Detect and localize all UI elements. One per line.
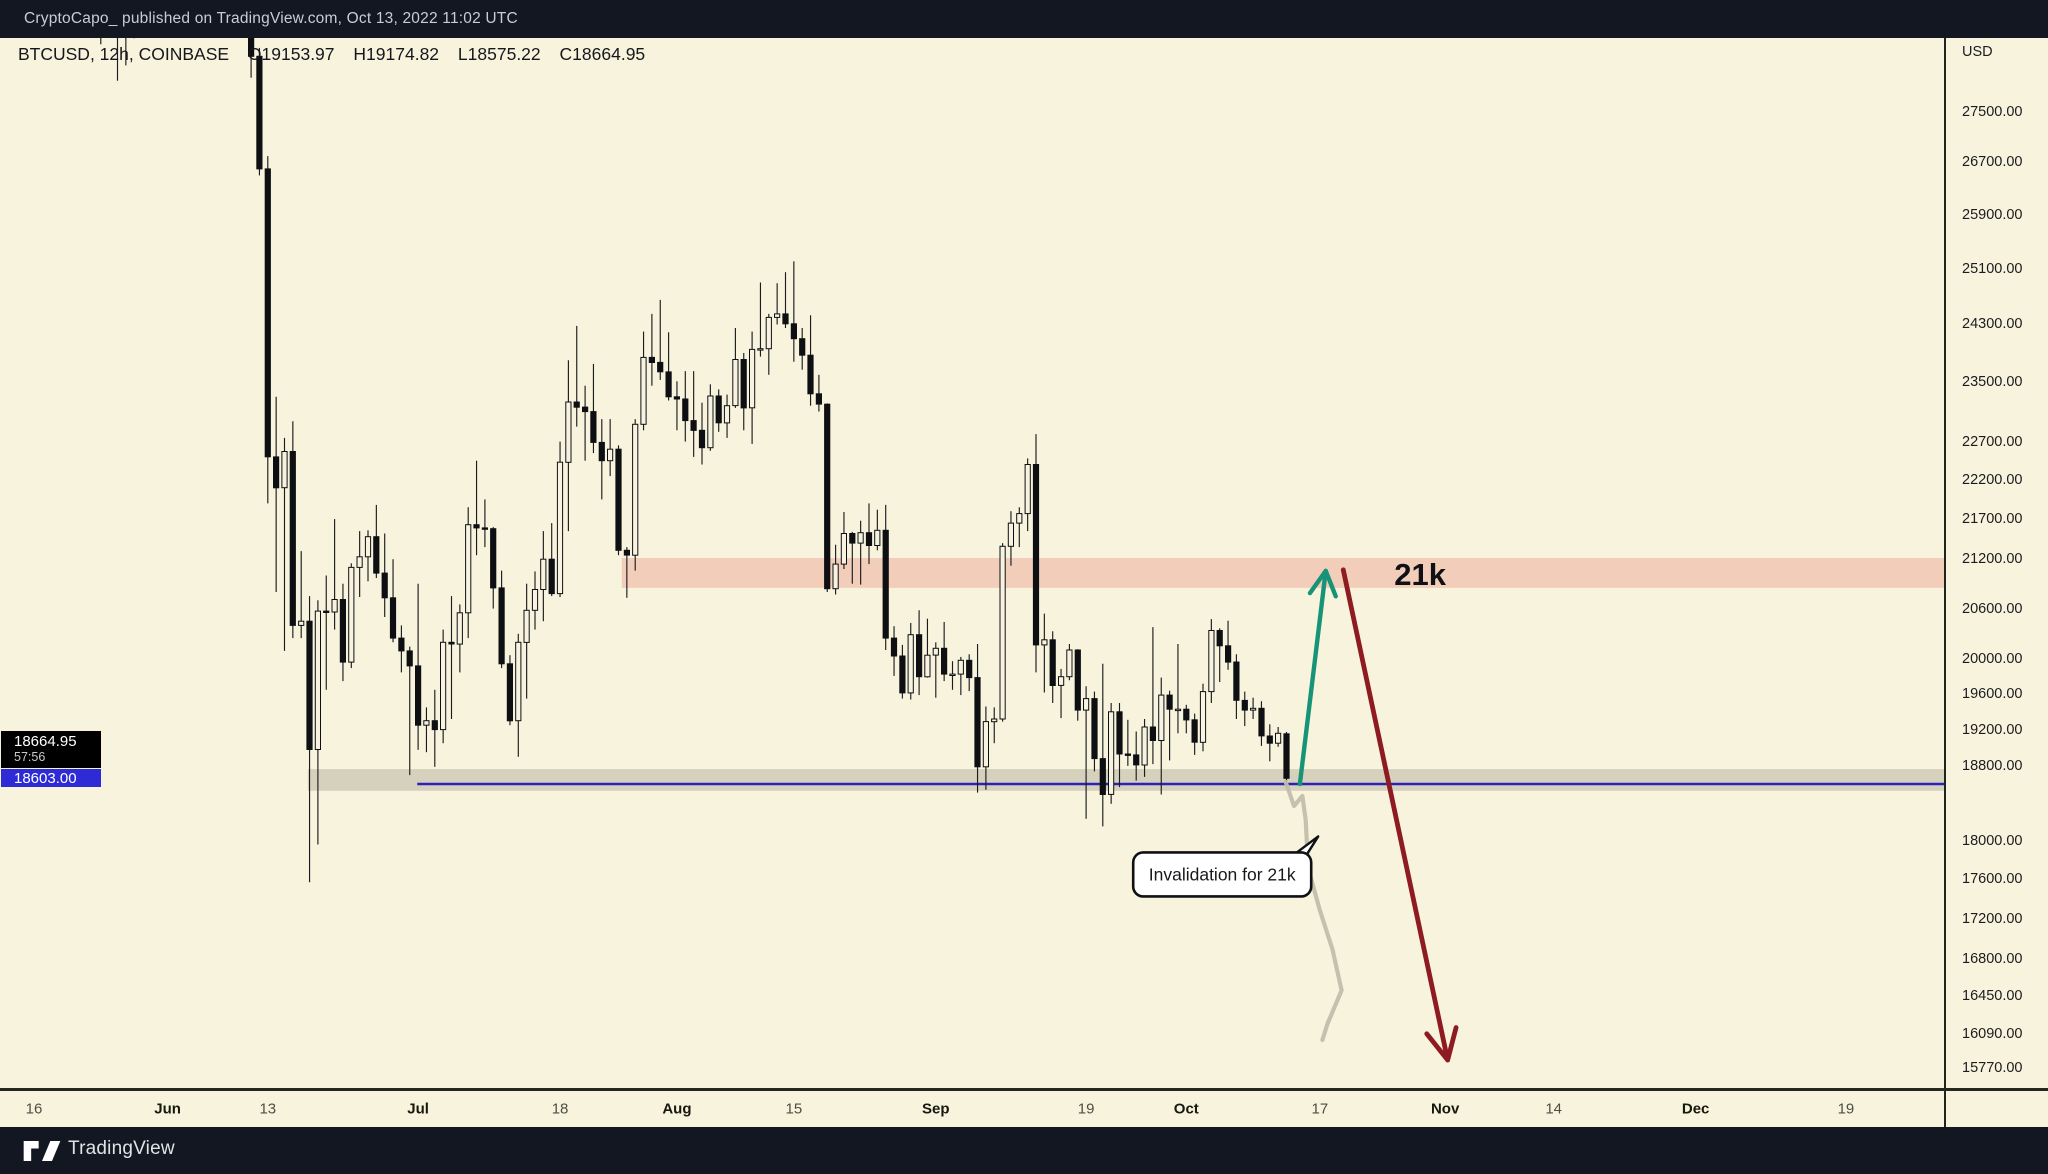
price-axis-currency: USD: [1962, 44, 1993, 60]
time-axis-day-label: 14: [1545, 1100, 1563, 1118]
candlestick-series[interactable]: [31, 38, 1290, 883]
bar-countdown: 57:56: [14, 750, 46, 764]
support-zone[interactable]: [307, 769, 1946, 791]
price-axis-label: 15770.00: [1962, 1060, 2023, 1077]
price-axis-label: 22200.00: [1962, 471, 2023, 488]
time-axis-month-label: Jul: [407, 1100, 429, 1118]
footer-bar: TradingView: [0, 1127, 2048, 1174]
tradingview-brand[interactable]: TradingView: [68, 1138, 175, 1159]
time-axis-month-label: Nov: [1430, 1100, 1460, 1118]
time-axis-month-label: Dec: [1681, 1100, 1710, 1118]
ohlc-close: C18664.95: [559, 44, 646, 64]
price-axis-label: 17200.00: [1962, 910, 2023, 927]
price-axis-label: 19600.00: [1962, 686, 2023, 703]
bullish-scenario-arrow[interactable]: [1297, 568, 1338, 787]
time-axis-month-label: Jun: [154, 1100, 181, 1118]
last-price-label: 18664.95 57:56: [1, 731, 101, 768]
time-axis-border: [0, 1088, 2048, 1091]
time-axis-day-label: 13: [259, 1100, 277, 1118]
price-axis-label: 22700.00: [1962, 433, 2023, 450]
bearish-scenario-arrow[interactable]: [1340, 567, 1459, 1063]
time-axis-day-label: 15: [785, 1100, 803, 1118]
publication-text: CryptoCapo_ published on TradingView.com…: [24, 10, 518, 27]
tradingview-logo-icon[interactable]: [22, 1139, 62, 1163]
price-axis-label: 18000.00: [1962, 832, 2023, 849]
price-axis-label: 21200.00: [1962, 551, 2023, 568]
time-axis-day-label: 17: [1311, 1100, 1329, 1118]
price-axis-label: 20600.00: [1962, 600, 2023, 617]
price-axis-label: 20000.00: [1962, 651, 2023, 668]
time-axis-month-label: Oct: [1173, 1100, 1199, 1118]
time-axis-month-label: Aug: [662, 1100, 692, 1118]
price-axis-label: 18800.00: [1962, 757, 2023, 774]
price-axis-label: 16090.00: [1962, 1025, 2023, 1042]
price-axis[interactable]: USD 27500.00 26700.00 25900.00 25100.00 2430…: [1946, 38, 2048, 1091]
axis-divider: [1944, 38, 1946, 1127]
price-axis-label: 24300.00: [1962, 316, 2023, 333]
price-axis-label: 27500.00: [1962, 103, 2023, 120]
time-axis-month-label: Sep: [922, 1100, 950, 1118]
price-axis-label: 16800.00: [1962, 951, 2023, 968]
chart-legend: BTCUSD, 12h, COINBASE O19153.97 H19174.8…: [18, 44, 659, 65]
price-axis-label: 25100.00: [1962, 260, 2023, 277]
time-axis-day-label: 19: [1837, 1100, 1855, 1118]
price-axis-label: 21700.00: [1962, 511, 2023, 528]
publication-bar: CryptoCapo_ published on TradingView.com…: [0, 0, 2048, 38]
time-axis[interactable]: 16 Jun 13 Jul 18 Aug 15 Sep 19 Oct 17 Nov 14 Dec 19: [0, 1091, 2048, 1127]
ohlc-low: L18575.22: [457, 44, 541, 64]
line-price-value: 18603.00: [14, 770, 77, 787]
time-axis-day-label: 16: [25, 1100, 43, 1118]
price-axis-label: 23500.00: [1962, 374, 2023, 391]
invalidation-bubble[interactable]: Invalidation for 21k: [1131, 835, 1320, 898]
symbol-title: BTCUSD, 12h, COINBASE: [18, 44, 230, 64]
price-axis-label: 17600.00: [1962, 871, 2023, 888]
chart-plot-area[interactable]: 21k Invalidation for 21k: [0, 38, 1946, 1088]
ohlc-open: O19153.97: [247, 44, 335, 64]
price-axis-label: 19200.00: [1962, 721, 2023, 738]
price-axis-label: 26700.00: [1962, 154, 2023, 171]
ohlc-high: H19174.82: [353, 44, 440, 64]
resistance-zone-21k[interactable]: [621, 558, 1946, 588]
price-axis-label: 16450.00: [1962, 987, 2023, 1004]
time-axis-day-label: 18: [551, 1100, 569, 1118]
label-21k[interactable]: 21k: [1394, 557, 1446, 592]
invalidation-path-curve[interactable]: [1283, 779, 1344, 1043]
last-price-value: 18664.95: [14, 733, 77, 750]
line-price-label: 18603.00: [1, 769, 101, 787]
svg-text:Invalidation for 21k: Invalidation for 21k: [1149, 864, 1296, 884]
time-axis-day-label: 19: [1077, 1100, 1095, 1118]
price-axis-label: 25900.00: [1962, 206, 2023, 223]
